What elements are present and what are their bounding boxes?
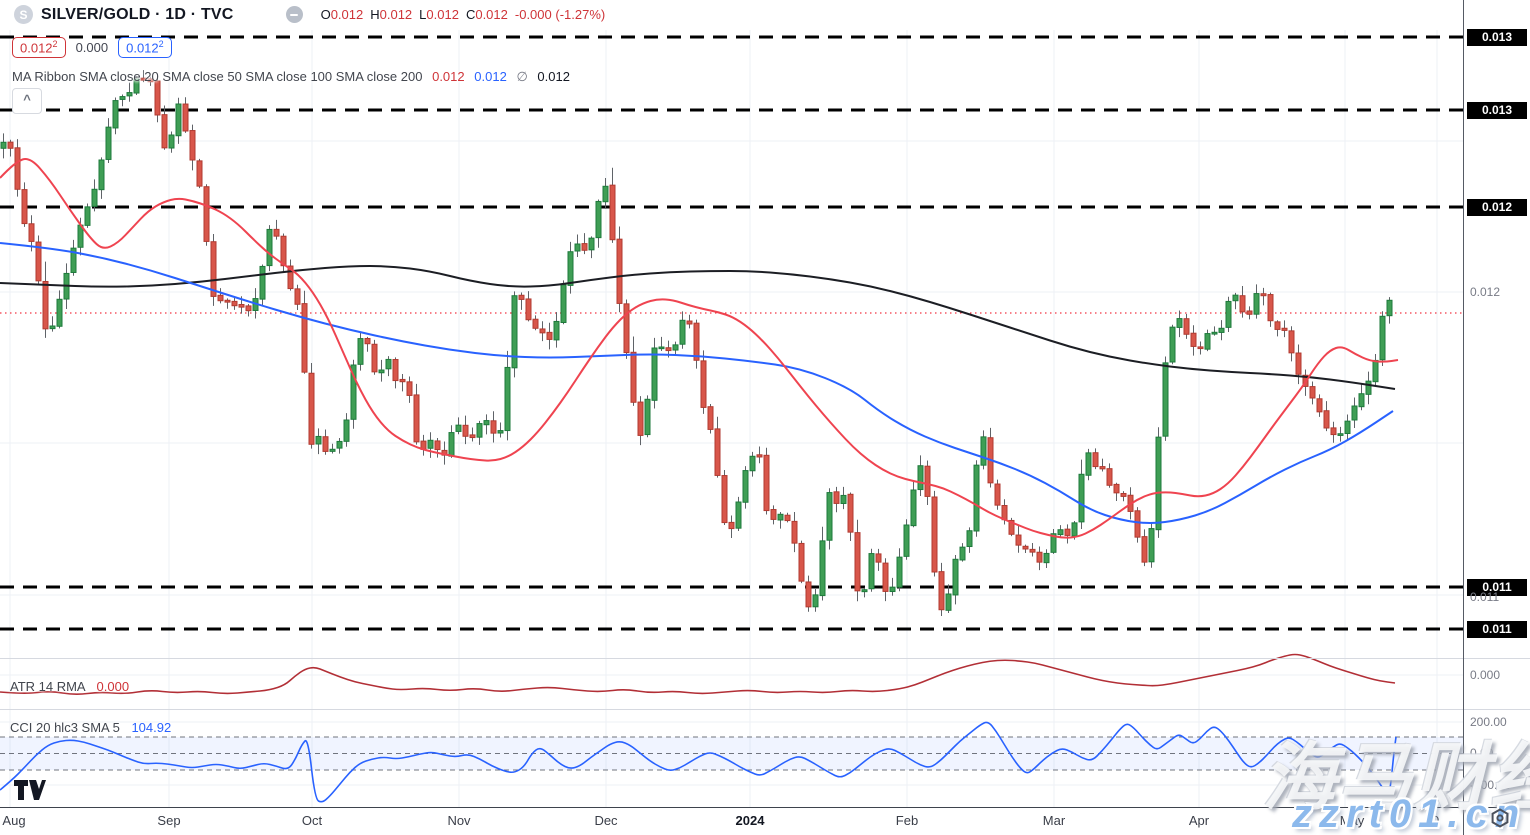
price-tick-label: 0.012 [1470, 285, 1501, 299]
ohlc-pair: L0.012 [419, 7, 459, 22]
price-level-badge: 0.013 [1467, 101, 1527, 119]
sma100-value: ∅ [516, 69, 528, 84]
time-tick-label: Nov [447, 813, 471, 828]
collapse-circle-icon[interactable] [285, 6, 303, 23]
time-tick-label: Aug [2, 813, 26, 828]
symbol-title[interactable]: SILVER/GOLD · 1D · TVC [41, 5, 234, 23]
price-level-badge: 0.012 [1467, 198, 1527, 216]
price-level-badge: 0.011 [1467, 578, 1527, 596]
cci-legend[interactable]: CCI 20 hlc3 SMA 5 104.92 [10, 720, 171, 735]
price-tick-label: 0.011 [1470, 590, 1500, 604]
watermark-url: zzrt01.cn [1292, 792, 1527, 835]
price-level-badge: 0.011 [1467, 620, 1527, 638]
price-tick-label: 200.00 [1470, 715, 1507, 729]
ohlc-pair: H0.012 [370, 7, 413, 22]
ma-ribbon-title: MA Ribbon [12, 69, 76, 84]
symbol-logo-icon[interactable]: S [14, 5, 33, 24]
price-tick-label: 0.00 [1470, 746, 1494, 760]
collapse-chevron-button[interactable]: ^ [12, 88, 42, 114]
atr-label: ATR 14 RMA [10, 679, 85, 694]
ma-ribbon-values: 0.012 0.012 ∅ 0.012 [426, 69, 570, 84]
atr-legend[interactable]: ATR 14 RMA 0.000 [10, 679, 129, 694]
price-badge-row: 0.0122 0.000 0.0122 [12, 37, 172, 59]
ma-ribbon-legend[interactable]: MA Ribbon SMA close 20 SMA close 50 SMA … [12, 69, 570, 85]
ohlc-values: O0.012 H0.012 L0.012 C0.012 -0.000 (-1.27%) [321, 7, 606, 22]
watermark-chinese: 海马财经 [1262, 736, 1530, 819]
time-tick-label: Dec [594, 813, 618, 828]
price-level-badge: 0.013 [1467, 28, 1527, 46]
atr-value: 0.000 [96, 679, 130, 694]
time-tick-label: 2024 [735, 813, 765, 828]
time-tick-label: Oct [301, 813, 323, 828]
time-tick-label: Mar [1042, 813, 1066, 828]
time-tick-label: Apr [1188, 813, 1210, 828]
minus-icon [290, 13, 299, 16]
settings-gear-icon[interactable] [1490, 808, 1510, 828]
price-tick-label: -200.00 [1470, 778, 1511, 792]
sma200-value: 0.012 [537, 69, 570, 84]
tradingview-logo-icon[interactable] [13, 779, 47, 801]
low-price-badge: 0.0122 [118, 37, 172, 59]
change-value: -0.000 (-1.27%) [514, 7, 606, 22]
sma20-value: 0.012 [432, 69, 465, 84]
ma-ribbon-params: SMA close 20 SMA close 50 SMA close 100 … [79, 69, 423, 84]
sma50-value: 0.012 [474, 69, 507, 84]
price-tick-label: 0.000 [1470, 668, 1501, 682]
time-tick-label: Feb [895, 813, 919, 828]
cci-label: CCI 20 hlc3 SMA 5 [10, 720, 120, 735]
time-tick-label: 20 [1424, 813, 1440, 828]
high-price-badge: 0.0122 [12, 37, 66, 59]
mid-price-label: 0.000 [75, 40, 109, 56]
cci-value: 104.92 [131, 720, 172, 735]
time-tick-label: May [1339, 813, 1365, 828]
ohlc-pair: C0.012 [465, 7, 508, 22]
ohlc-pair: O0.012 [320, 7, 364, 22]
chart-header: S SILVER/GOLD · 1D · TVC O0.012 H0.012 L0.… [0, 0, 1460, 29]
time-tick-label: Sep [157, 813, 181, 828]
